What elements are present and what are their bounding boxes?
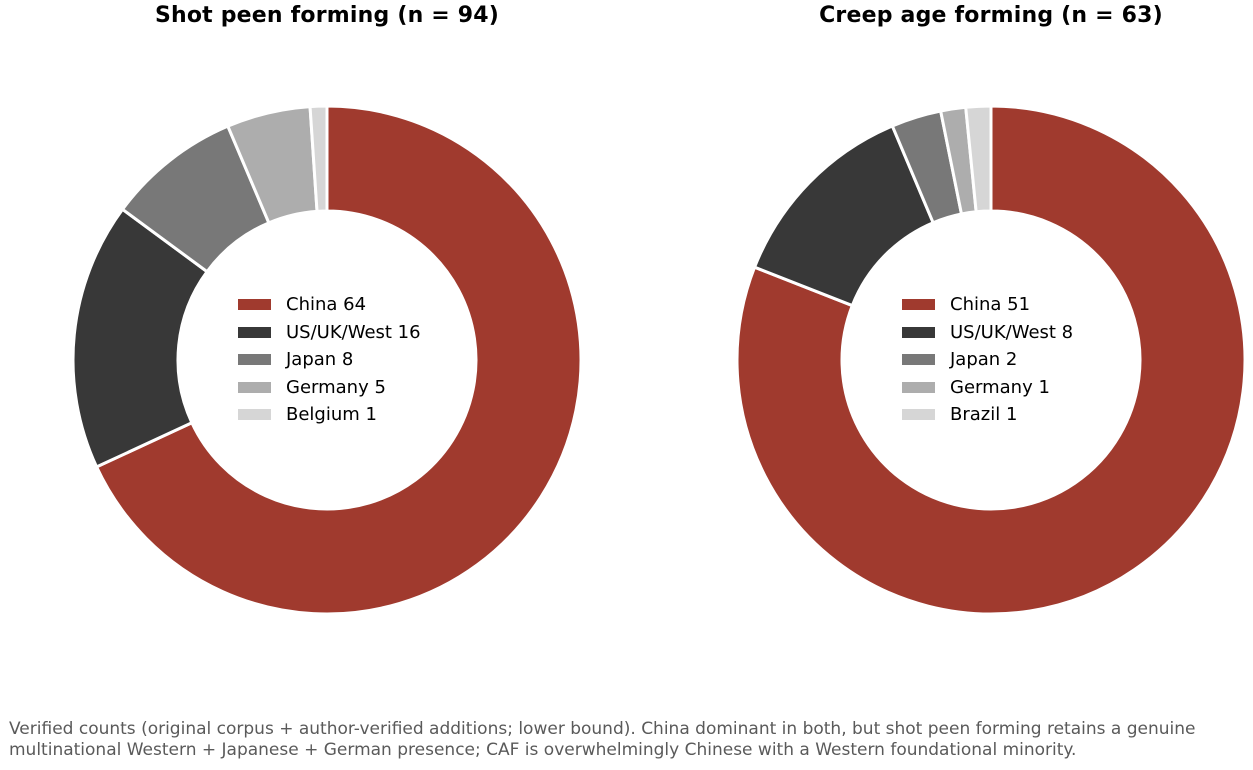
legend-swatch xyxy=(902,354,935,366)
donut-slice-china xyxy=(735,104,1247,616)
legend-label: US/UK/West 16 xyxy=(286,321,421,343)
legend-swatch xyxy=(238,381,271,393)
legend-item: China 64 xyxy=(238,291,458,319)
chart-title: Creep age forming (n = 63) xyxy=(819,3,1163,28)
legend-swatch xyxy=(902,326,935,338)
legend-item: China 51 xyxy=(902,291,1122,319)
legend-label: Belgium 1 xyxy=(286,404,377,426)
legend-item: Germany 1 xyxy=(902,374,1122,402)
legend-label: Germany 1 xyxy=(950,376,1050,398)
donut-chart xyxy=(735,104,1247,616)
legend: China 51 US/UK/West 8 Japan 2 Germany 1 Braz… xyxy=(902,291,1122,429)
legend-item: Japan 2 xyxy=(902,346,1122,374)
legend-item: Brazil 1 xyxy=(902,401,1122,429)
legend-label: Brazil 1 xyxy=(950,404,1018,426)
legend-label: Japan 8 xyxy=(286,349,354,371)
donut-slice-us-uk-west xyxy=(71,207,209,469)
legend-swatch xyxy=(238,326,271,338)
legend-item: US/UK/West 8 xyxy=(902,319,1122,347)
chart-panel-shot-peen: Shot peen forming (n = 94) China 64 US/UK… xyxy=(27,0,627,650)
legend-swatch xyxy=(238,354,271,366)
legend-label: Germany 5 xyxy=(286,376,386,398)
legend-label: Japan 2 xyxy=(950,349,1018,371)
legend-swatch xyxy=(902,409,935,421)
donut-slice-brazil xyxy=(964,104,993,214)
legend-item: Belgium 1 xyxy=(238,401,458,429)
legend-label: China 51 xyxy=(950,294,1031,316)
donut-slice-china xyxy=(95,104,583,616)
legend-swatch xyxy=(902,381,935,393)
donut-slice-belgium xyxy=(308,104,329,213)
figure-caption: Verified counts (original corpus + autho… xyxy=(9,719,1196,760)
legend-label: China 64 xyxy=(286,294,367,316)
chart-panel-creep-age: Creep age forming (n = 63) China 51 US/UK… xyxy=(691,0,1253,650)
legend-item: Japan 8 xyxy=(238,346,458,374)
legend-swatch xyxy=(238,299,271,311)
chart-title: Shot peen forming (n = 94) xyxy=(154,3,500,28)
legend-swatch xyxy=(238,409,271,421)
legend-item: US/UK/West 16 xyxy=(238,319,458,347)
donut-chart xyxy=(71,104,583,616)
legend-swatch xyxy=(902,299,935,311)
legend-label: US/UK/West 8 xyxy=(950,321,1074,343)
legend: China 64 US/UK/West 16 Japan 8 Germany 5 Bel… xyxy=(238,291,458,429)
legend-item: Germany 5 xyxy=(238,374,458,402)
